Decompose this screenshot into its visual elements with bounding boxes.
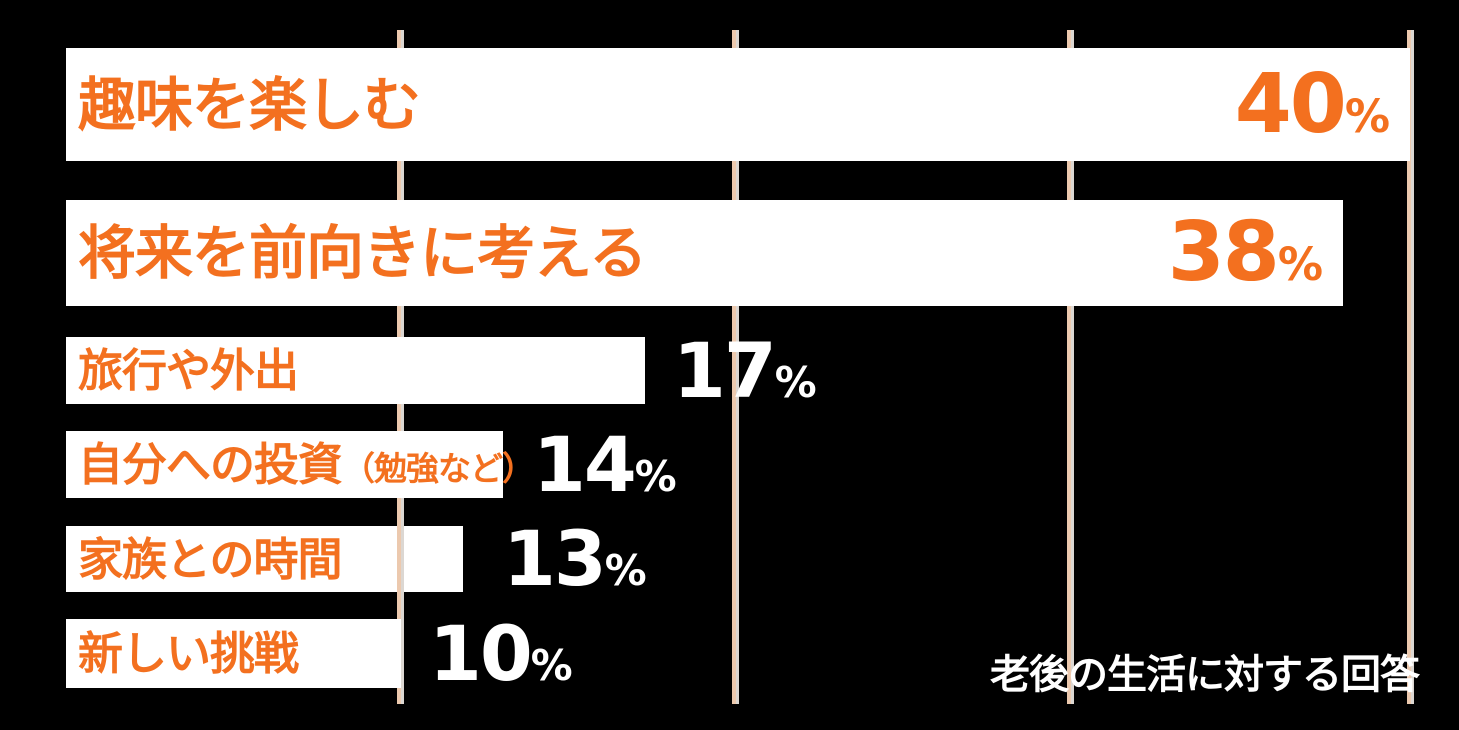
bar: 旅行や外出 [66,337,645,404]
percent-sign: % [1277,238,1323,291]
bar-label: 趣味を楽しむ [78,70,421,139]
gridline-40pct [1407,30,1414,704]
percent-sign: % [604,546,647,595]
bar-label: 将来を前向きに考える [78,219,647,287]
bar-value: 40% [1234,56,1390,152]
bar-row-family-time: 家族との時間 13% [66,521,966,597]
bar-value: 13% [503,514,647,603]
gridline-20pct [732,30,739,704]
bar-value: 38% [1167,205,1323,300]
bar-label: 自分への投資（勉強など） [78,438,535,491]
bar-row-future-outlook: 将来を前向きに考える 38% [66,200,1446,306]
bar-label: 新しい挑戦 [78,627,299,680]
bar-row-new-challenges: 新しい挑戦 10% [66,615,966,691]
bar: 家族との時間 [66,526,463,592]
gridline-30pct [1067,30,1074,704]
bar: 趣味を楽しむ 40% [66,48,1410,161]
gridline-overlay-10pct [397,526,404,592]
bar-label: 旅行や外出 [78,344,299,397]
bar: 自分への投資（勉強など） [66,431,535,498]
percent-sign: % [774,357,817,407]
percent-sign: % [530,640,573,690]
percent-sign: % [634,451,677,501]
bar-row-hobbies: 趣味を楽しむ 40% [66,48,1446,161]
bar: 将来を前向きに考える 38% [66,200,1343,306]
bar-label: 家族との時間 [78,532,343,586]
bar-sublabel: （勉強など） [342,449,535,488]
bar-row-self-investment: 自分への投資（勉強など） 14% [66,426,966,502]
bar-value: 10% [429,608,573,698]
chart-caption: 老後の生活に対する回答 [990,652,1420,698]
bar-value: 17% [673,325,817,415]
bar: 新しい挑戦 [66,619,401,688]
percent-sign: % [1344,89,1390,143]
bar-row-travel: 旅行や外出 17% [66,332,966,408]
bar-value: 14% [533,419,677,509]
